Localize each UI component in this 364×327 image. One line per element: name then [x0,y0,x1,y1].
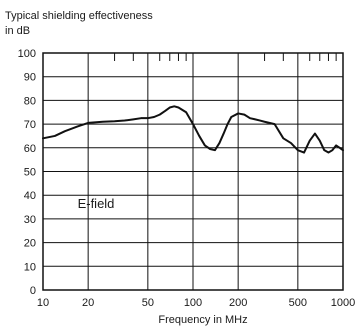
chart-subtitle: in dB [5,25,30,37]
chart-title: Typical shielding effectiveness [5,10,153,22]
y-tick-label: 10 [24,261,36,273]
x-tick-label: 100 [184,297,202,309]
y-tick-label: 60 [24,143,36,155]
series-line [42,105,344,154]
y-tick-label: 90 [24,72,36,84]
y-tick-label: 0 [30,285,36,297]
y-tick-label: 100 [18,48,36,60]
grid [43,53,343,290]
x-tick-label: 200 [229,297,247,309]
x-axis-label: Frequency in MHz [158,314,247,326]
y-tick-label: 80 [24,95,36,107]
x-tick-label: 500 [289,297,307,309]
y-tick-label: 20 [24,238,36,250]
x-axis-ticks: 10 20 50 100 200 500 1000 [37,53,355,309]
y-axis-ticks: 0 10 20 30 40 50 60 70 80 90 100 [18,48,36,297]
x-tick-label: 10 [37,297,49,309]
x-tick-label: 1000 [331,297,355,309]
e-field-annotation: E-field [78,196,115,211]
y-tick-label: 40 [24,190,36,202]
x-tick-label: 20 [82,297,94,309]
y-tick-label: 70 [24,119,36,131]
x-tick-label: 50 [142,297,154,309]
y-tick-label: 30 [24,214,36,226]
y-tick-label: 50 [24,167,36,179]
plot-frame [42,52,344,291]
